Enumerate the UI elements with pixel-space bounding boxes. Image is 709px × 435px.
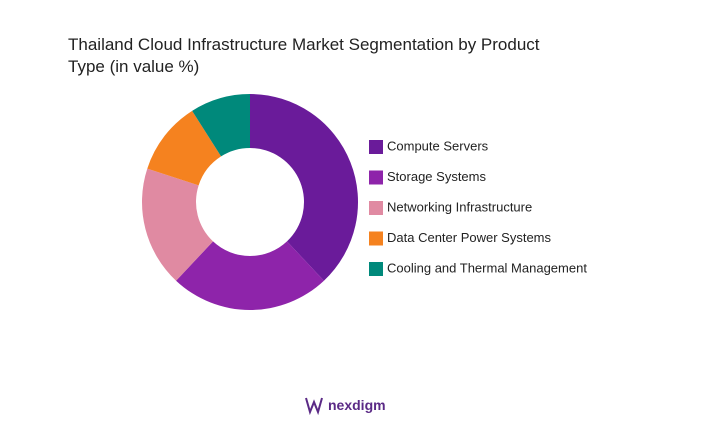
brand-name: nexdigm xyxy=(328,397,386,413)
donut-slice xyxy=(250,94,358,281)
donut-slice xyxy=(147,110,222,186)
donut-slice xyxy=(176,241,324,310)
donut-slice xyxy=(192,94,250,157)
chart-title: Thailand Cloud Infrastructure Market Seg… xyxy=(68,35,540,54)
legend-label: Networking Infrastructure xyxy=(387,199,532,214)
brand-logo xyxy=(305,397,323,416)
legend-swatch xyxy=(369,231,383,246)
legend-label: Compute Servers xyxy=(387,138,489,153)
chart-title: Type (in value %) xyxy=(68,57,199,76)
legend-swatch xyxy=(369,262,383,276)
legend-label: Storage Systems xyxy=(387,169,486,184)
legend-label: Data Center Power Systems xyxy=(387,230,552,245)
legend-swatch xyxy=(369,170,383,185)
legend-swatch xyxy=(369,140,383,154)
legend-swatch xyxy=(369,201,383,215)
legend-label: Cooling and Thermal Management xyxy=(387,260,587,275)
donut-slice xyxy=(142,168,214,281)
